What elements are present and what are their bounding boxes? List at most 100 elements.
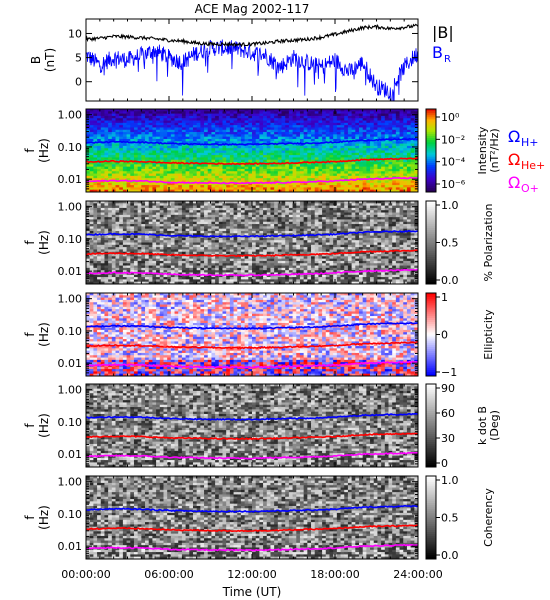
heatmap-cell — [288, 157, 293, 161]
heatmap-cell — [266, 138, 271, 142]
heatmap-cell — [111, 214, 116, 218]
heatmap-cell — [344, 157, 349, 161]
heatmap-cell — [122, 155, 127, 158]
heatmap-cell — [384, 134, 389, 138]
heatmap-cell — [148, 118, 153, 121]
heatmap-cell — [292, 171, 297, 174]
heatmap-cell — [274, 148, 279, 151]
heatmap-cell — [145, 185, 150, 188]
heatmap-cell — [178, 226, 183, 230]
heatmap-cell — [226, 129, 231, 133]
heatmap-cell — [237, 155, 242, 158]
heatmap-cell — [340, 118, 345, 121]
heatmap-cell — [130, 214, 135, 218]
heatmap-cell — [111, 136, 116, 140]
heatmap-cell — [259, 122, 264, 126]
heatmap-cell — [351, 132, 356, 135]
heatmap-cell — [163, 111, 168, 115]
heatmap-cell — [314, 125, 319, 128]
heatmap-cell — [325, 118, 330, 121]
heatmap-cell — [303, 122, 308, 126]
heatmap-cell — [145, 159, 150, 163]
heatmap-cell — [115, 125, 120, 128]
heatmap-cell — [344, 214, 349, 218]
heatmap-cell — [119, 219, 124, 223]
heatmap-cell — [115, 134, 120, 138]
heatmap-cell — [141, 210, 146, 213]
heatmap-cell — [119, 143, 124, 147]
heatmap-cell — [347, 175, 352, 179]
heatmap-cell — [100, 111, 105, 115]
heatmap-cell — [222, 111, 227, 115]
heatmap-cell — [358, 115, 364, 119]
heatmap-cell — [325, 168, 330, 172]
heatmap-cell — [355, 122, 360, 126]
heatmap-cell — [222, 150, 227, 154]
heatmap-cell — [370, 221, 375, 225]
heatmap-cell — [152, 120, 157, 124]
heatmap-cell — [148, 155, 153, 158]
heatmap-cell — [222, 145, 227, 149]
heatmap-cell — [192, 152, 198, 156]
heatmap-cell — [311, 145, 316, 149]
heatmap-cell — [170, 115, 175, 119]
heatmap-cell — [174, 210, 179, 213]
heatmap-cell — [215, 214, 220, 218]
heatmap-cell — [329, 115, 334, 119]
heatmap-cell — [299, 120, 305, 124]
heatmap-cell — [318, 226, 323, 230]
heatmap-cell — [170, 152, 175, 156]
heatmap-cell — [189, 152, 194, 156]
heatmap-cell — [403, 159, 408, 163]
heatmap-cell — [178, 120, 183, 124]
heatmap-cell — [366, 219, 371, 223]
heatmap-cell — [115, 145, 120, 149]
heatmap-cell — [137, 134, 142, 138]
heatmap-cell — [340, 171, 345, 174]
heatmap-cell — [377, 219, 382, 223]
heatmap-cell — [130, 210, 135, 213]
heatmap-cell — [362, 150, 367, 154]
heatmap-cell — [215, 127, 220, 131]
heatmap-cell — [156, 226, 161, 230]
heatmap-cell — [178, 138, 183, 142]
heatmap-cell — [255, 143, 260, 147]
heatmap-cell — [248, 205, 253, 209]
heatmap-cell — [307, 175, 312, 179]
heatmap-cell — [93, 120, 98, 124]
heatmap-cell — [347, 113, 352, 117]
heatmap-cell — [222, 155, 227, 158]
heatmap-cell — [204, 214, 209, 218]
heatmap-cell — [311, 226, 316, 230]
heatmap-cell — [318, 230, 323, 234]
heatmap-cell — [159, 175, 164, 179]
heatmap-cell — [325, 171, 330, 174]
heatmap-cell — [115, 185, 120, 188]
heatmap-cell — [200, 136, 205, 140]
heatmap-cell — [392, 127, 397, 131]
heatmap-cell — [392, 214, 397, 218]
heatmap-cell — [200, 118, 205, 121]
heatmap-cell — [288, 230, 293, 234]
heatmap-cell — [307, 157, 312, 161]
heatmap-cell — [244, 214, 249, 218]
heatmap-cell — [277, 113, 282, 117]
heatmap-cell — [270, 219, 275, 223]
heatmap-cell — [167, 145, 172, 149]
heatmap-cell — [373, 145, 378, 149]
heatmap-cell — [344, 148, 349, 151]
heatmap-cell — [314, 118, 319, 121]
heatmap-cell — [307, 113, 312, 117]
heatmap-cell — [307, 129, 312, 133]
heatmap-cell — [167, 122, 172, 126]
heatmap-cell — [307, 132, 312, 135]
heatmap-cell — [126, 134, 131, 138]
heatmap-cell — [303, 125, 308, 128]
heatmap-cell — [111, 125, 116, 128]
heatmap-cell — [336, 134, 341, 138]
heatmap-cell — [126, 118, 131, 121]
heatmap-cell — [218, 134, 223, 138]
heatmap-cell — [406, 118, 412, 121]
heatmap-cell — [340, 145, 345, 149]
heatmap-cell — [145, 111, 150, 115]
